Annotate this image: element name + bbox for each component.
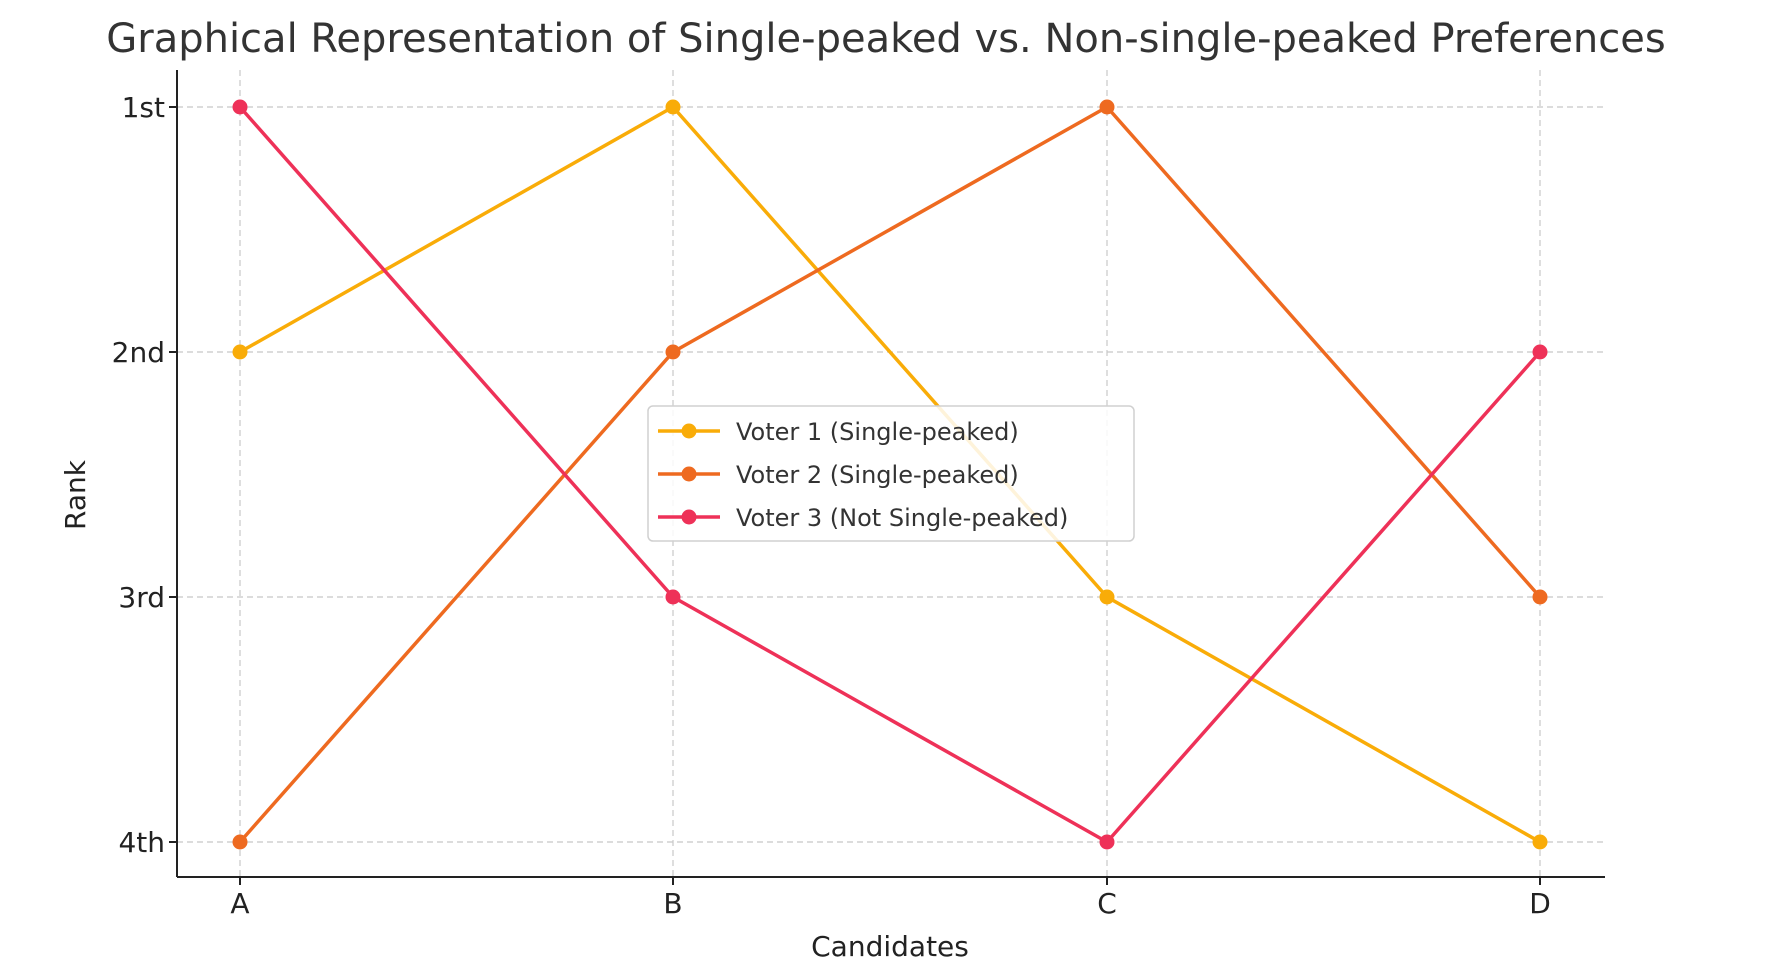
chart-title: Graphical Representation of Single-peake… (106, 16, 1665, 62)
x-tick-label: A (230, 887, 249, 920)
data-point (665, 344, 681, 360)
legend-label: Voter 3 (Not Single-peaked) (736, 504, 1068, 532)
legend-entry: Voter 1 (Single-peaked) (658, 418, 1019, 446)
data-point (1532, 834, 1548, 850)
data-point (232, 834, 248, 850)
grid (177, 70, 1605, 877)
x-tick-label: C (1097, 887, 1117, 920)
x-axis-label: Candidates (811, 930, 969, 963)
legend-swatch-marker (681, 509, 697, 525)
series-1 (232, 99, 1548, 850)
legend-label: Voter 1 (Single-peaked) (736, 418, 1019, 446)
axes (176, 70, 1605, 878)
data-point (665, 99, 681, 115)
x-tick-label: D (1529, 887, 1551, 920)
legend: Voter 1 (Single-peaked) Voter 2 (Single-p… (647, 405, 1135, 542)
y-tick-label: 1st (122, 91, 165, 124)
legend-swatch-marker (681, 466, 697, 482)
legend-box (647, 405, 1135, 542)
legend-entry: Voter 2 (Single-peaked) (658, 461, 1019, 489)
y-tick-label: 2nd (112, 336, 165, 369)
y-axis-label: Rank (59, 459, 92, 530)
series-line (239, 105, 1541, 844)
legend-label: Voter 2 (Single-peaked) (736, 461, 1019, 489)
series-2 (232, 99, 1548, 850)
series-line (238, 105, 1542, 844)
data-point (232, 344, 248, 360)
data-point (1532, 589, 1548, 605)
data-point (1099, 99, 1115, 115)
data-point (1099, 589, 1115, 605)
data-point (1532, 344, 1548, 360)
series-3 (232, 99, 1548, 850)
y-tick-label: 3rd (118, 581, 165, 614)
data-point (665, 589, 681, 605)
series-group (232, 99, 1548, 850)
series-line (238, 105, 1542, 844)
y-tick-label: 4th (118, 826, 165, 859)
data-point (1099, 834, 1115, 850)
tick-labels: A B C D 1st 2nd 3rd 4th (112, 91, 1551, 920)
legend-entry: Voter 3 (Not Single-peaked) (658, 504, 1068, 532)
x-tick-label: B (663, 887, 682, 920)
data-point (232, 99, 248, 115)
legend-swatch-marker (681, 423, 697, 439)
